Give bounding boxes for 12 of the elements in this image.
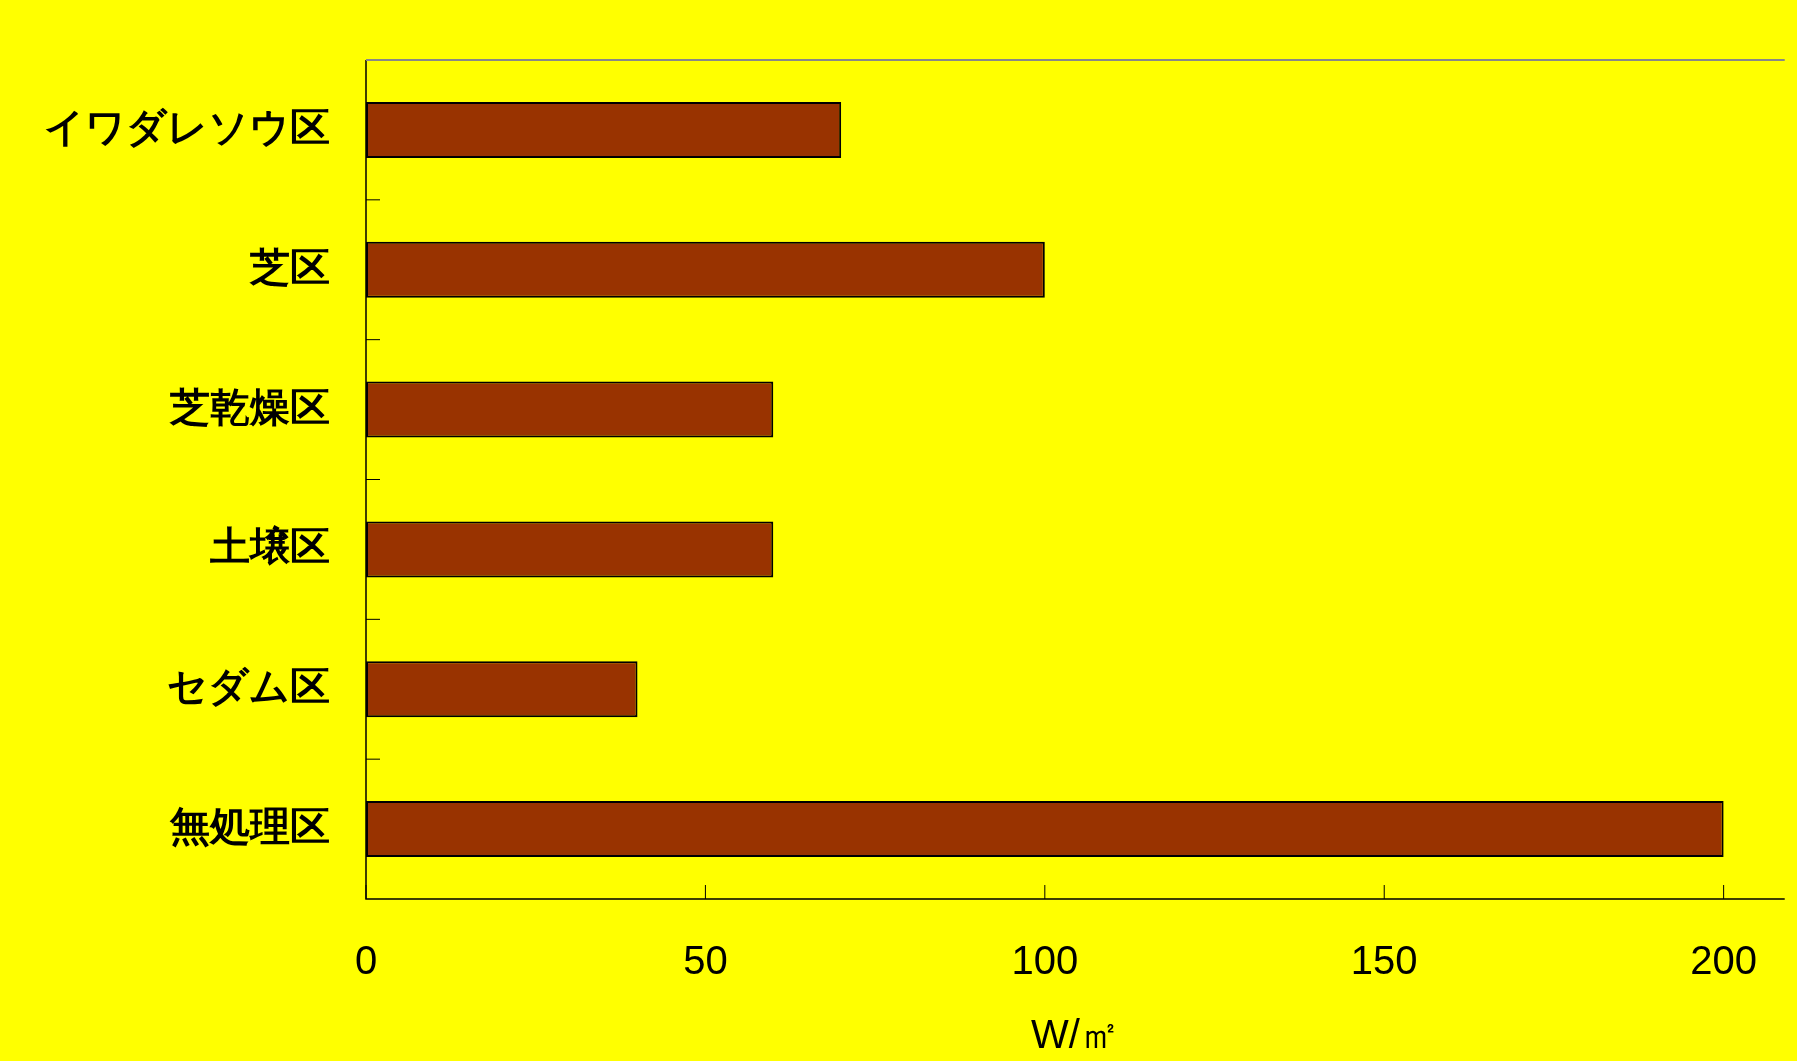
x-tick-label: 50 (683, 938, 728, 983)
x-tick-label: 200 (1690, 938, 1758, 983)
y-tick-label: 無処理区 (169, 804, 330, 849)
y-tick-label: セダム区 (167, 664, 330, 709)
x-tick-label: 0 (354, 938, 378, 983)
y-tick-label: 芝区 (249, 244, 330, 289)
x-axis-title: W/㎡ (1030, 1012, 1120, 1057)
x-tick-label: 100 (1011, 938, 1079, 983)
y-tick-label: 土壌区 (210, 524, 330, 569)
y-tick-label: イワダレソウ区 (44, 104, 330, 149)
x-tick-label: 150 (1350, 938, 1418, 983)
y-tick-label: 芝乾燥区 (169, 384, 330, 429)
